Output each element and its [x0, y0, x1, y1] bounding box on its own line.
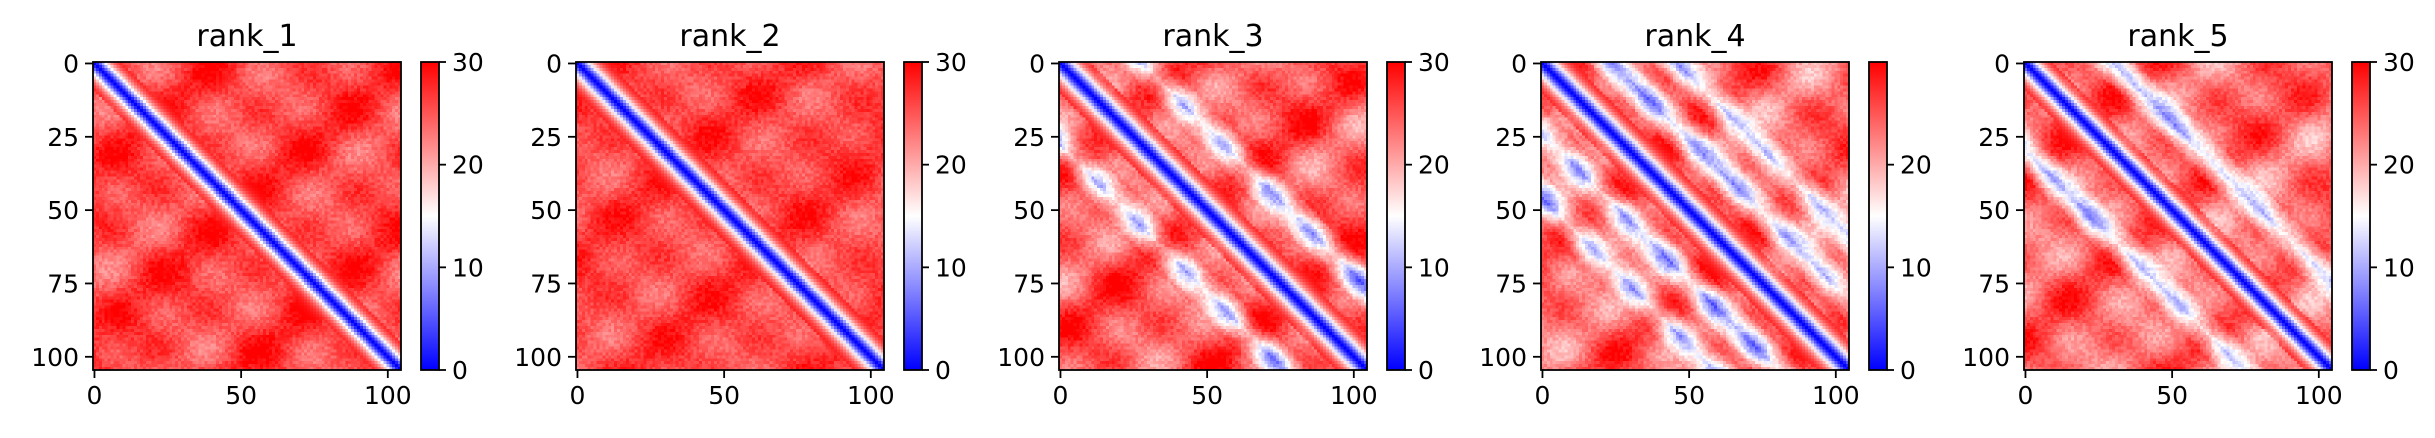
y-tick-label: 100 — [1962, 343, 2010, 372]
colorbar-tick-label: 10 — [935, 253, 967, 282]
x-tick-label: 100 — [1812, 381, 1860, 410]
y-tick-label: 75 — [1013, 269, 1045, 298]
y-tick-label: 75 — [47, 269, 79, 298]
plot-frame — [2023, 61, 2333, 371]
colorbar-tick-label: 30 — [1418, 48, 1450, 77]
colorbar — [1869, 62, 1887, 370]
x-tick-label: 100 — [1330, 381, 1378, 410]
colorbar — [2352, 62, 2370, 370]
y-tick-label: 100 — [997, 343, 1045, 372]
y-tick-label: 25 — [1495, 123, 1527, 152]
y-tick-label: 25 — [1013, 123, 1045, 152]
colorbar-tick-label: 10 — [2383, 253, 2415, 282]
y-tick-label: 0 — [63, 49, 79, 78]
colorbar-tick-label: 0 — [935, 356, 951, 385]
y-tick-label: 25 — [530, 123, 562, 152]
x-tick-label: 0 — [1053, 381, 1069, 410]
x-tick-label: 100 — [847, 381, 895, 410]
y-tick-label: 25 — [47, 123, 79, 152]
colorbar-tick-label: 30 — [935, 48, 967, 77]
colorbar-tick-label: 20 — [935, 151, 967, 180]
y-tick-label: 50 — [530, 196, 562, 225]
colorbar-tick-label: 0 — [2383, 356, 2399, 385]
heatmap-image — [1541, 62, 1849, 370]
colorbar-frame — [1386, 61, 1406, 371]
plot-frame — [92, 61, 402, 371]
x-tick-label: 50 — [708, 381, 740, 410]
y-tick-label: 75 — [1978, 269, 2010, 298]
colorbar-tick-label: 30 — [452, 48, 484, 77]
colorbar — [421, 62, 439, 370]
heatmap-image — [2024, 62, 2332, 370]
panel-1: rank_1 0 50 100 0 25 50 75 100 0 10 20 30 — [31, 19, 484, 410]
y-tick-label: 75 — [1495, 269, 1527, 298]
y-tick-label: 0 — [546, 49, 562, 78]
y-tick-label: 100 — [514, 343, 562, 372]
x-tick-label: 0 — [87, 381, 103, 410]
panel-title: rank_5 — [2127, 19, 2228, 54]
panel-title: rank_1 — [196, 19, 297, 54]
panel-5: rank_5 0 50 100 0 25 50 75 100 0 10 20 30 — [1962, 19, 2415, 410]
x-tick-label: 0 — [2018, 381, 2034, 410]
colorbar-tick-label: 10 — [1418, 253, 1450, 282]
y-tick-label: 0 — [1994, 49, 2010, 78]
panel-title: rank_2 — [679, 19, 780, 54]
x-tick-label: 0 — [1535, 381, 1551, 410]
y-tick-label: 50 — [47, 196, 79, 225]
colorbar-frame — [1868, 61, 1888, 371]
colorbar-tick-label: 0 — [1418, 356, 1434, 385]
panel-2: rank_2 0 50 100 0 25 50 75 100 0 10 20 30 — [514, 19, 967, 410]
panel-3: rank_3 0 50 100 0 25 50 75 100 0 10 20 30 — [997, 19, 1450, 410]
y-tick-label: 100 — [31, 343, 79, 372]
x-tick-label: 0 — [570, 381, 586, 410]
y-tick-label: 0 — [1029, 49, 1045, 78]
x-tick-label: 50 — [1673, 381, 1705, 410]
colorbar — [1387, 62, 1405, 370]
plot-frame — [1540, 61, 1850, 371]
y-tick-label: 0 — [1511, 49, 1527, 78]
x-tick-label: 50 — [1191, 381, 1223, 410]
colorbar-tick-label: 10 — [452, 253, 484, 282]
colorbar-tick-label: 20 — [1900, 151, 1932, 180]
colorbar-tick-label: 0 — [452, 356, 468, 385]
y-tick-label: 25 — [1978, 123, 2010, 152]
colorbar-frame — [420, 61, 440, 371]
heatmap-image — [1059, 62, 1367, 370]
y-tick-label: 100 — [1479, 343, 1527, 372]
y-tick-label: 50 — [1978, 196, 2010, 225]
colorbar — [904, 62, 922, 370]
heatmap-image — [93, 62, 401, 370]
y-tick-label: 50 — [1495, 196, 1527, 225]
colorbar-frame — [2351, 61, 2371, 371]
colorbar-frame — [903, 61, 923, 371]
y-tick-label: 75 — [530, 269, 562, 298]
colorbar-tick-label: 0 — [1900, 356, 1916, 385]
colorbar-tick-label: 20 — [1418, 151, 1450, 180]
colorbar-tick-label: 20 — [2383, 151, 2415, 180]
panel-title: rank_3 — [1162, 19, 1263, 54]
x-tick-label: 50 — [2156, 381, 2188, 410]
x-tick-label: 50 — [225, 381, 257, 410]
colorbar-tick-label: 30 — [2383, 48, 2415, 77]
panel-4: rank_4 0 50 100 0 25 50 75 100 0 10 20 — [1479, 19, 1932, 410]
panel-title: rank_4 — [1644, 19, 1745, 54]
y-tick-label: 50 — [1013, 196, 1045, 225]
x-tick-label: 100 — [364, 381, 412, 410]
x-tick-label: 100 — [2295, 381, 2343, 410]
colorbar-tick-label: 20 — [452, 151, 484, 180]
plot-frame — [575, 61, 885, 371]
plot-frame — [1058, 61, 1368, 371]
colorbar-tick-label: 10 — [1900, 253, 1932, 282]
heatmap-image — [576, 62, 884, 370]
